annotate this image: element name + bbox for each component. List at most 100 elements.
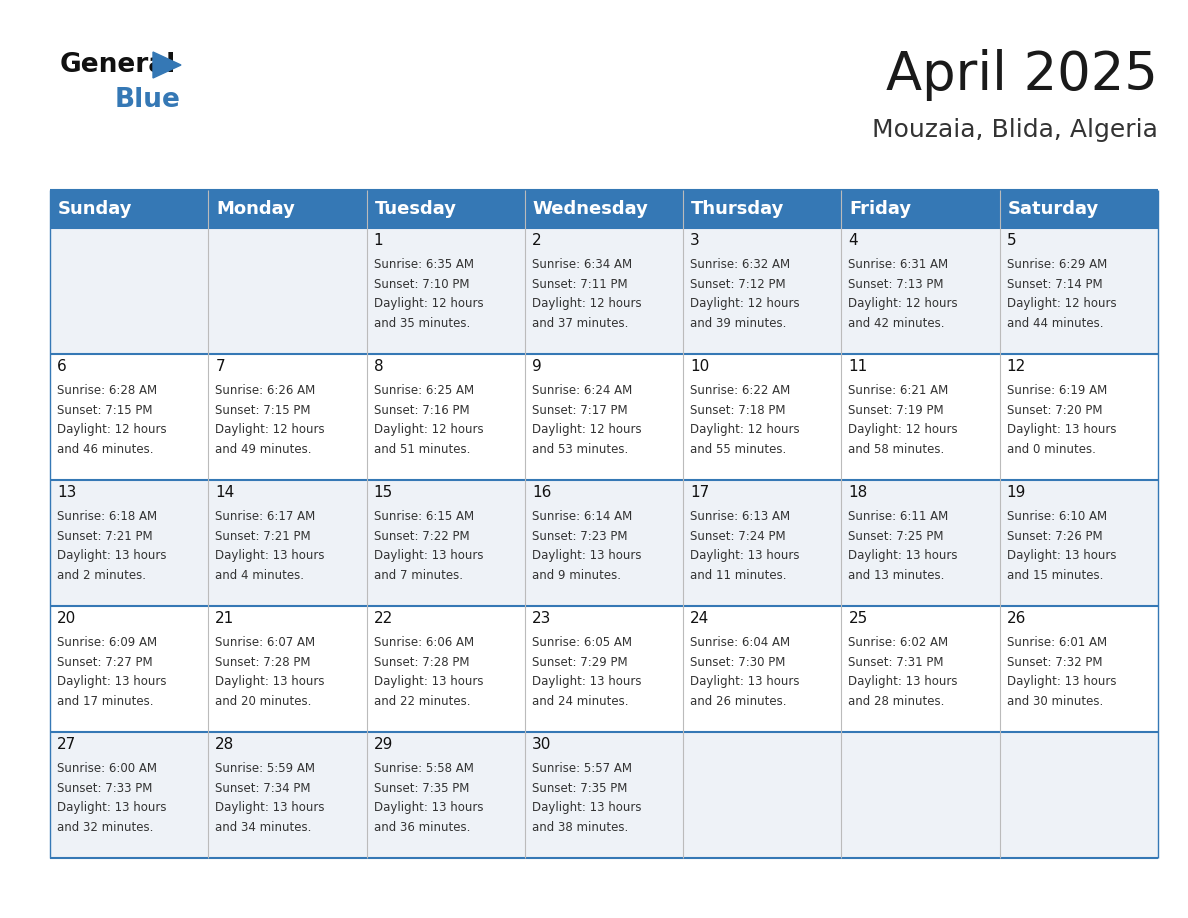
- Text: 26: 26: [1006, 611, 1026, 626]
- Text: and 49 minutes.: and 49 minutes.: [215, 443, 311, 456]
- Text: Sunrise: 6:11 AM: Sunrise: 6:11 AM: [848, 510, 949, 523]
- Text: and 11 minutes.: and 11 minutes.: [690, 569, 786, 582]
- Text: Sunrise: 5:58 AM: Sunrise: 5:58 AM: [373, 762, 474, 776]
- Text: Sunrise: 6:17 AM: Sunrise: 6:17 AM: [215, 510, 316, 523]
- Text: 13: 13: [57, 485, 76, 500]
- Text: and 46 minutes.: and 46 minutes.: [57, 443, 153, 456]
- Text: Sunset: 7:14 PM: Sunset: 7:14 PM: [1006, 278, 1102, 291]
- Text: Mouzaia, Blida, Algeria: Mouzaia, Blida, Algeria: [872, 118, 1158, 142]
- Text: Monday: Monday: [216, 200, 295, 218]
- Text: and 39 minutes.: and 39 minutes.: [690, 317, 786, 330]
- Text: 24: 24: [690, 611, 709, 626]
- Text: and 51 minutes.: and 51 minutes.: [373, 443, 470, 456]
- Text: Daylight: 13 hours: Daylight: 13 hours: [57, 676, 166, 688]
- Text: 14: 14: [215, 485, 234, 500]
- Text: and 38 minutes.: and 38 minutes.: [532, 821, 628, 834]
- Text: and 53 minutes.: and 53 minutes.: [532, 443, 628, 456]
- Text: Daylight: 13 hours: Daylight: 13 hours: [215, 676, 324, 688]
- Text: 4: 4: [848, 233, 858, 248]
- Text: and 58 minutes.: and 58 minutes.: [848, 443, 944, 456]
- Text: and 9 minutes.: and 9 minutes.: [532, 569, 621, 582]
- Text: 12: 12: [1006, 359, 1026, 374]
- Text: Sunrise: 6:05 AM: Sunrise: 6:05 AM: [532, 636, 632, 649]
- Text: 19: 19: [1006, 485, 1026, 500]
- Text: Sunrise: 6:25 AM: Sunrise: 6:25 AM: [373, 385, 474, 397]
- Text: Sunset: 7:22 PM: Sunset: 7:22 PM: [373, 530, 469, 543]
- Text: Daylight: 13 hours: Daylight: 13 hours: [690, 550, 800, 563]
- Text: Sunrise: 6:26 AM: Sunrise: 6:26 AM: [215, 385, 316, 397]
- Text: Daylight: 13 hours: Daylight: 13 hours: [532, 801, 642, 814]
- Text: Daylight: 13 hours: Daylight: 13 hours: [532, 550, 642, 563]
- Text: Sunrise: 6:19 AM: Sunrise: 6:19 AM: [1006, 385, 1107, 397]
- Text: April 2025: April 2025: [886, 49, 1158, 101]
- Text: Sunrise: 5:57 AM: Sunrise: 5:57 AM: [532, 762, 632, 776]
- Text: Sunrise: 5:59 AM: Sunrise: 5:59 AM: [215, 762, 315, 776]
- Text: 1: 1: [373, 233, 384, 248]
- Text: Sunrise: 6:28 AM: Sunrise: 6:28 AM: [57, 385, 157, 397]
- Text: Sunset: 7:20 PM: Sunset: 7:20 PM: [1006, 404, 1102, 417]
- Text: Sunset: 7:12 PM: Sunset: 7:12 PM: [690, 278, 785, 291]
- Text: and 55 minutes.: and 55 minutes.: [690, 443, 786, 456]
- Text: Daylight: 13 hours: Daylight: 13 hours: [373, 801, 484, 814]
- Text: Daylight: 13 hours: Daylight: 13 hours: [373, 676, 484, 688]
- Text: Sunset: 7:21 PM: Sunset: 7:21 PM: [57, 530, 152, 543]
- Text: Sunset: 7:15 PM: Sunset: 7:15 PM: [57, 404, 152, 417]
- Text: Sunset: 7:16 PM: Sunset: 7:16 PM: [373, 404, 469, 417]
- Text: Sunset: 7:28 PM: Sunset: 7:28 PM: [215, 656, 311, 669]
- Text: Sunset: 7:34 PM: Sunset: 7:34 PM: [215, 782, 311, 795]
- Text: Sunrise: 6:06 AM: Sunrise: 6:06 AM: [373, 636, 474, 649]
- Text: 18: 18: [848, 485, 867, 500]
- Text: Sunrise: 6:24 AM: Sunrise: 6:24 AM: [532, 385, 632, 397]
- Text: 21: 21: [215, 611, 234, 626]
- Text: and 28 minutes.: and 28 minutes.: [848, 695, 944, 708]
- Text: and 2 minutes.: and 2 minutes.: [57, 569, 146, 582]
- Text: Daylight: 13 hours: Daylight: 13 hours: [373, 550, 484, 563]
- Text: Sunset: 7:24 PM: Sunset: 7:24 PM: [690, 530, 785, 543]
- Text: Sunset: 7:30 PM: Sunset: 7:30 PM: [690, 656, 785, 669]
- Text: 9: 9: [532, 359, 542, 374]
- Bar: [50, 732, 1158, 858]
- Text: Sunset: 7:13 PM: Sunset: 7:13 PM: [848, 278, 944, 291]
- Text: Sunset: 7:27 PM: Sunset: 7:27 PM: [57, 656, 152, 669]
- Text: 10: 10: [690, 359, 709, 374]
- Text: Sunrise: 6:21 AM: Sunrise: 6:21 AM: [848, 385, 949, 397]
- Text: General: General: [61, 52, 176, 78]
- Text: and 22 minutes.: and 22 minutes.: [373, 695, 470, 708]
- Text: and 7 minutes.: and 7 minutes.: [373, 569, 462, 582]
- Bar: [50, 606, 1158, 732]
- Text: 22: 22: [373, 611, 393, 626]
- Text: and 30 minutes.: and 30 minutes.: [1006, 695, 1102, 708]
- Text: Sunset: 7:15 PM: Sunset: 7:15 PM: [215, 404, 311, 417]
- Text: Sunrise: 6:10 AM: Sunrise: 6:10 AM: [1006, 510, 1107, 523]
- Text: Sunset: 7:18 PM: Sunset: 7:18 PM: [690, 404, 785, 417]
- Text: Sunday: Sunday: [58, 200, 133, 218]
- Text: Daylight: 13 hours: Daylight: 13 hours: [1006, 423, 1117, 436]
- Text: Sunset: 7:21 PM: Sunset: 7:21 PM: [215, 530, 311, 543]
- Text: and 24 minutes.: and 24 minutes.: [532, 695, 628, 708]
- Text: Sunset: 7:35 PM: Sunset: 7:35 PM: [373, 782, 469, 795]
- Text: Daylight: 13 hours: Daylight: 13 hours: [1006, 676, 1117, 688]
- Text: Sunset: 7:32 PM: Sunset: 7:32 PM: [1006, 656, 1102, 669]
- Bar: [50, 228, 1158, 354]
- Text: Daylight: 12 hours: Daylight: 12 hours: [532, 423, 642, 436]
- Text: Sunset: 7:29 PM: Sunset: 7:29 PM: [532, 656, 627, 669]
- Text: Sunset: 7:28 PM: Sunset: 7:28 PM: [373, 656, 469, 669]
- Text: Sunrise: 6:13 AM: Sunrise: 6:13 AM: [690, 510, 790, 523]
- Text: 6: 6: [57, 359, 67, 374]
- Text: Saturday: Saturday: [1007, 200, 1099, 218]
- Text: Daylight: 12 hours: Daylight: 12 hours: [57, 423, 166, 436]
- Text: Thursday: Thursday: [691, 200, 784, 218]
- Text: Daylight: 13 hours: Daylight: 13 hours: [848, 550, 958, 563]
- Text: and 36 minutes.: and 36 minutes.: [373, 821, 470, 834]
- Text: Sunrise: 6:00 AM: Sunrise: 6:00 AM: [57, 762, 157, 776]
- Text: and 20 minutes.: and 20 minutes.: [215, 695, 311, 708]
- Text: Sunset: 7:31 PM: Sunset: 7:31 PM: [848, 656, 944, 669]
- Text: Daylight: 12 hours: Daylight: 12 hours: [1006, 297, 1117, 310]
- Text: Sunrise: 6:18 AM: Sunrise: 6:18 AM: [57, 510, 157, 523]
- Text: and 32 minutes.: and 32 minutes.: [57, 821, 153, 834]
- Text: and 35 minutes.: and 35 minutes.: [373, 317, 469, 330]
- Text: Daylight: 13 hours: Daylight: 13 hours: [215, 801, 324, 814]
- Text: Sunset: 7:23 PM: Sunset: 7:23 PM: [532, 530, 627, 543]
- Bar: [50, 480, 1158, 606]
- Text: 23: 23: [532, 611, 551, 626]
